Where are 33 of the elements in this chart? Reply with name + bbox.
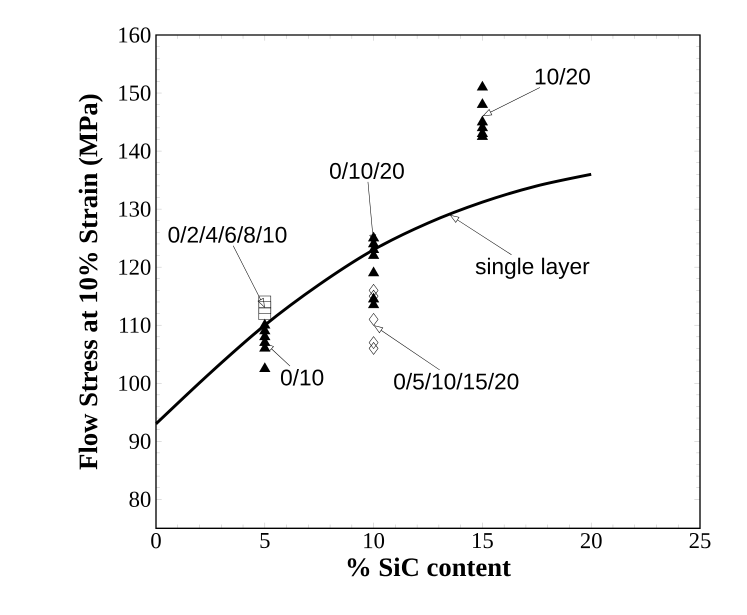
x-axis-title: % SiC content xyxy=(348,557,511,576)
point xyxy=(368,266,380,276)
annotation: single layer xyxy=(476,258,590,279)
point xyxy=(368,313,378,326)
point xyxy=(258,307,272,320)
point xyxy=(258,296,272,308)
annotation: 0/10/20 xyxy=(330,162,404,179)
point xyxy=(368,342,378,355)
y-tick-label: 90 xyxy=(129,434,150,449)
annotation: 10/20 xyxy=(536,68,590,85)
annotation: 0/10 xyxy=(280,368,324,386)
x-tick-label: 25 xyxy=(690,533,710,548)
x-tick-label: 5 xyxy=(260,533,270,548)
y-axis-title: Flow Stress at 10% Strain (MPa) xyxy=(78,94,103,470)
point xyxy=(476,98,488,108)
point xyxy=(259,362,270,372)
x-tick-label: 10 xyxy=(364,533,384,548)
x-tick-label: 20 xyxy=(580,533,602,548)
y-tick-label: 120 xyxy=(119,260,150,275)
y-tick-label: 160 xyxy=(119,27,150,43)
annotation: 0/5/10/15/20 xyxy=(394,372,518,390)
annotation: 0/2/4/6/8/10 xyxy=(168,226,286,243)
point xyxy=(476,80,488,91)
y-tick-label: 110 xyxy=(120,318,150,333)
y-tick-label: 140 xyxy=(119,143,150,159)
y-tick-label: 150 xyxy=(119,85,150,101)
y-tick-label: 100 xyxy=(119,376,150,391)
point xyxy=(368,336,378,349)
y-tick-label: 130 xyxy=(119,201,150,217)
y-tick-label: 80 xyxy=(129,492,150,507)
point xyxy=(258,302,272,314)
x-tick-label: 0 xyxy=(151,533,161,548)
x-tick-label: 15 xyxy=(473,533,493,548)
